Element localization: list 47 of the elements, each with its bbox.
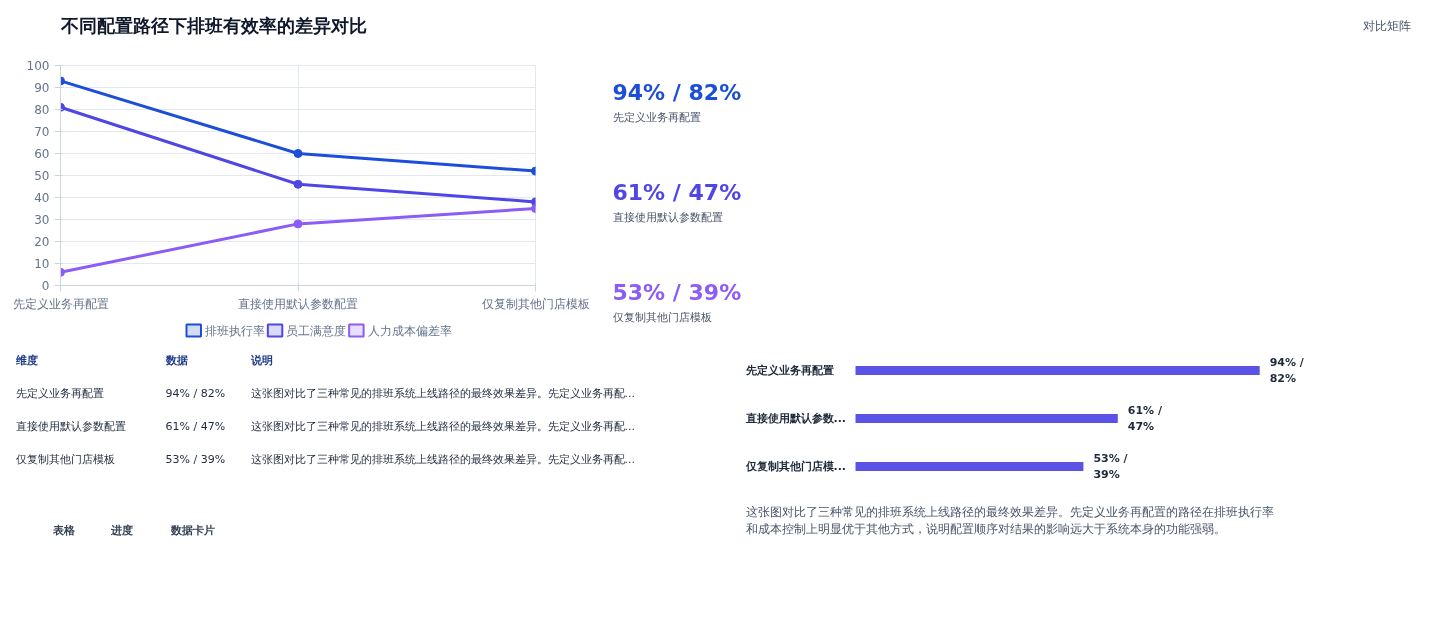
y-tick-label: 先定义业务再配置 (744, 364, 834, 377)
text: 维度 (14, 354, 38, 367)
y-tick-label: 40 (34, 191, 50, 205)
text: 61% / 47% (612, 180, 742, 205)
text: 94% / 82% (1269, 356, 1305, 385)
y-tick-label: 50 (34, 169, 50, 183)
y-tick-label: 100 (26, 59, 50, 73)
data-label: 61% / 47% (165, 420, 226, 433)
y-tick-label: 70 (34, 125, 50, 139)
text: 直接使用默认参数配置 (15, 420, 126, 433)
y-tick-label: 90 (34, 81, 50, 95)
y-tick-label: 10 (34, 257, 50, 271)
text: 说明 (249, 354, 273, 367)
text: 对比矩阵 (1362, 18, 1411, 33)
text: 这张图对比了三种常见的排班系统上线路径的最终效果差异。先定义业务再配... (250, 453, 635, 466)
data-label: 53% / 39% (165, 453, 226, 466)
text: 先定义业务再配置 (15, 387, 104, 400)
text: 进度 (109, 524, 133, 537)
text: 先定义业务再配置 (612, 111, 701, 124)
text: 53% / 39% (612, 280, 742, 305)
legend-label: 人力成本偏差率 (367, 323, 452, 338)
text: 表格 (51, 524, 76, 537)
y-tick-label: 30 (34, 213, 50, 227)
text: 仅复制其他门店模板 (15, 453, 115, 466)
annotation: 61% / 47% (1127, 404, 1163, 433)
text: 这张图对比了三种常见的排班系统上线路径的最终效果差异。先定义业务再配... (250, 387, 635, 400)
text: 不同配置路径下排班有效率的差异对比 (59, 15, 367, 36)
legend-label: 排班执行率 (205, 323, 266, 338)
text: 仅复制其他门店模板 (612, 311, 712, 324)
data-label: 94% / 82% (165, 387, 226, 400)
legend-label: 员工满意度 (286, 323, 347, 338)
x-tick-label: 直接使用默认参数配置 (238, 296, 358, 311)
x-tick-label: 先定义业务再配置 (12, 296, 109, 311)
text: 直接使用默认参数配置 (612, 211, 723, 224)
text: 这张图对比了三种常见的排班系统上线路径的最终效果差异。先定义业务再配... (250, 420, 635, 433)
text: 这张图对比了三种常见的排班系统上线路径的最终效果差异。先定义业务再配置的路径在排班执行率和成本控制上明显优于其他方式，说明配置顺序对结果的影响远大于系统本身的功能强弱。 (745, 505, 1274, 536)
y-tick-label: 80 (34, 103, 50, 117)
text: 数据 (164, 354, 188, 367)
x-tick-label: 仅复制其他门店模板 (481, 296, 590, 311)
y-tick-label: 20 (34, 235, 50, 249)
y-tick-label: 60 (34, 147, 50, 161)
y-tick-label: 直接使用默认参数... (744, 412, 847, 425)
y-tick-label: 仅复制其他门店模... (744, 460, 847, 473)
y-tick-label: 0 (41, 279, 50, 293)
text: 94% / 82% (612, 80, 742, 105)
text: 数据卡片 (169, 524, 215, 537)
annotation: 53% / 39% (1093, 452, 1129, 481)
